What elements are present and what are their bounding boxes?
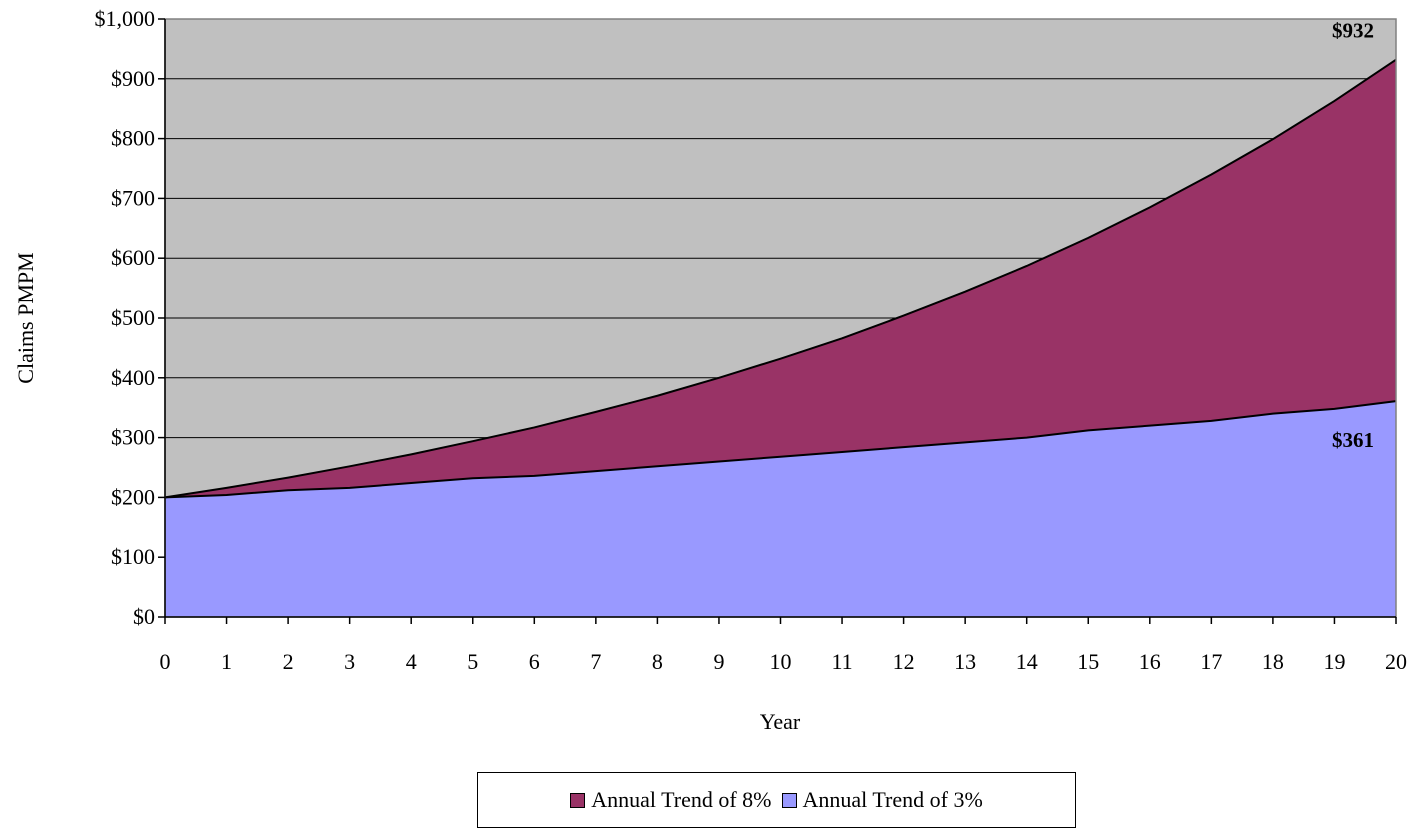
series-line-1	[164, 400, 1397, 499]
x-axis-title: Year	[760, 709, 801, 734]
x-tick-label: 3	[344, 649, 355, 674]
legend-label-3pct: Annual Trend of 3%	[802, 787, 983, 812]
y-tick-label: $900	[111, 66, 155, 91]
x-tick-label: 6	[529, 649, 540, 674]
x-tick-label: 16	[1139, 649, 1161, 674]
y-tick-label: $800	[111, 126, 155, 151]
x-tick-label: 0	[160, 649, 171, 674]
y-tick-label: $200	[111, 484, 155, 509]
x-axis-ticks: 0 1 2 3 4 5 6 7 8 9 10 11 12 13 14 15 16 17 18 19 20	[160, 617, 1407, 674]
legend: Annual Trend of 8% Annual Trend of 3%	[477, 772, 1076, 828]
area-chart: $0 $100 $200 $300 $400 $500 $600 $700 $800 $900 $1…	[13, 6, 1407, 734]
x-tick-label: 18	[1262, 649, 1284, 674]
series-areas	[164, 58, 1397, 617]
data-label: $361	[1332, 428, 1374, 452]
x-tick-label: 1	[221, 649, 232, 674]
x-tick-label: 9	[713, 649, 724, 674]
x-tick-label: 12	[893, 649, 915, 674]
x-tick-label: 8	[652, 649, 663, 674]
x-tick-label: 19	[1323, 649, 1345, 674]
legend-item-8pct: Annual Trend of 8%	[570, 787, 772, 813]
y-tick-label: $500	[111, 305, 155, 330]
y-tick-label: $400	[111, 365, 155, 390]
x-tick-label: 15	[1077, 649, 1099, 674]
x-tick-label: 14	[1016, 649, 1038, 674]
x-tick-label: 10	[770, 649, 792, 674]
series-line-0	[164, 58, 1397, 499]
y-tick-label: $0	[133, 604, 155, 629]
y-tick-label: $100	[111, 544, 155, 569]
x-tick-label: 11	[831, 649, 852, 674]
y-tick-label: $1,000	[95, 6, 156, 31]
annotations: $932 $361	[1332, 19, 1374, 452]
legend-label-8pct: Annual Trend of 8%	[591, 787, 772, 812]
legend-swatch-3pct	[781, 792, 797, 808]
x-tick-label: 17	[1200, 649, 1222, 674]
y-tick-label: $300	[111, 425, 155, 450]
x-tick-label: 4	[406, 649, 417, 674]
y-axis-title: Claims PMPM	[13, 252, 38, 383]
legend-swatch-8pct	[570, 792, 586, 808]
legend-item-3pct: Annual Trend of 3%	[781, 787, 983, 813]
y-axis-ticks: $0 $100 $200 $300 $400 $500 $600 $700 $800 $900 $1…	[95, 6, 165, 629]
y-tick-label: $700	[111, 185, 155, 210]
x-tick-label: 13	[954, 649, 976, 674]
data-label: $932	[1332, 19, 1374, 43]
x-tick-label: 2	[283, 649, 294, 674]
x-tick-label: 20	[1385, 649, 1407, 674]
y-tick-label: $600	[111, 245, 155, 270]
x-tick-label: 7	[590, 649, 601, 674]
area-series-1	[165, 401, 1396, 617]
x-tick-label: 5	[467, 649, 478, 674]
